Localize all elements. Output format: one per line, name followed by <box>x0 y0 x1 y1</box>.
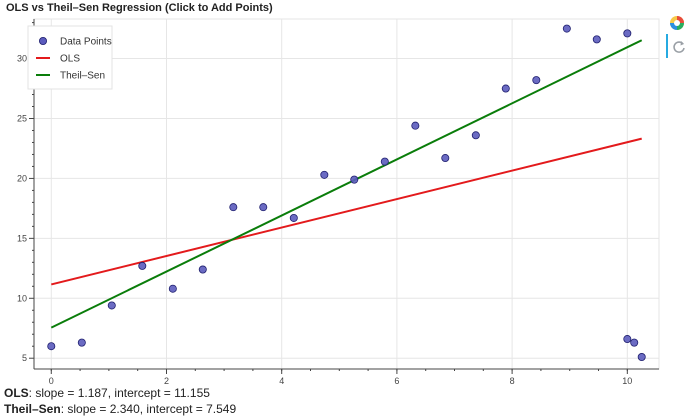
x-tick-label: 6 <box>394 376 399 386</box>
data-point <box>630 338 639 347</box>
data-points <box>47 24 646 362</box>
data-point <box>637 353 646 362</box>
legend-label: OLS <box>60 54 80 65</box>
data-point <box>198 265 207 274</box>
y-tick-label: 10 <box>17 293 27 303</box>
regression-lines <box>50 39 643 329</box>
data-point <box>623 29 632 38</box>
data-point <box>471 131 480 140</box>
bokeh-logo-icon[interactable] <box>669 15 685 31</box>
legend: Data Points OLS Theil–Sen <box>27 25 113 90</box>
data-point <box>229 203 238 212</box>
data-point <box>47 342 56 351</box>
data-point <box>562 24 571 33</box>
y-tick-label: 30 <box>17 54 27 64</box>
x-tick-label: 4 <box>279 376 284 386</box>
data-point <box>107 301 116 310</box>
data-point <box>411 121 420 130</box>
axes: 0 2 4 6 8 10 5 10 15 20 25 30 <box>17 19 659 386</box>
ols-stats-values: : slope = 1.187, intercept = 11.155 <box>28 386 210 400</box>
data-point <box>77 338 86 347</box>
data-point <box>168 284 177 293</box>
data-point <box>501 84 510 93</box>
y-tick-label: 20 <box>17 173 27 183</box>
regression-line-ols <box>51 137 642 286</box>
theil-sen-stats: Theil–Sen: slope = 2.340, intercept = 7.… <box>4 402 236 416</box>
data-point <box>441 154 450 163</box>
data-point <box>350 175 359 184</box>
legend-swatch-point <box>39 37 48 46</box>
data-point <box>259 203 268 212</box>
data-point <box>623 335 632 344</box>
data-point <box>289 213 298 222</box>
x-tick-label: 10 <box>622 376 632 386</box>
data-point <box>138 261 147 270</box>
x-tick-label: 0 <box>49 376 54 386</box>
x-tick-label: 2 <box>164 376 169 386</box>
plot-title: OLS vs Theil–Sen Regression (Click to Ad… <box>6 2 273 14</box>
legend-label: Data Points <box>60 37 112 48</box>
data-point <box>380 157 389 166</box>
x-tick-label: 8 <box>510 376 515 386</box>
y-tick-label: 15 <box>17 233 27 243</box>
data-point <box>532 76 541 85</box>
theil-sen-stats-label: Theil–Sen <box>4 402 61 416</box>
grid-lines <box>34 19 659 369</box>
ols-stats-label: OLS <box>4 386 29 400</box>
y-tick-label: 25 <box>17 113 27 123</box>
data-point <box>592 35 601 44</box>
reset-tool-icon[interactable] <box>672 40 686 54</box>
legend-label: Theil–Sen <box>60 71 105 82</box>
theil-sen-stats-values: : slope = 2.340, intercept = 7.549 <box>60 402 237 416</box>
data-point <box>320 170 329 179</box>
active-tool-indicator <box>666 34 668 58</box>
regression-line-theil-sen <box>50 39 643 329</box>
y-tick-label: 5 <box>22 353 27 363</box>
ols-stats: OLS: slope = 1.187, intercept = 11.155 <box>4 386 210 400</box>
plot-frame <box>33 18 660 370</box>
